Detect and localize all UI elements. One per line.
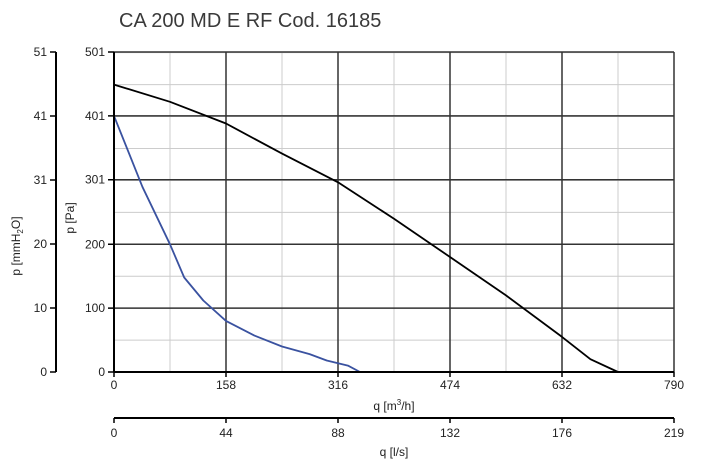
y-primary-tick-label: 200 bbox=[85, 237, 105, 251]
x-secondary-tick-label: 176 bbox=[552, 426, 572, 440]
y-primary-tick-label: 100 bbox=[85, 301, 105, 315]
y-secondary-tick-label: 41 bbox=[34, 109, 48, 123]
y-primary-tick-label: 401 bbox=[85, 109, 105, 123]
x-secondary-tick-label: 219 bbox=[664, 426, 684, 440]
y-primary-tick-label: 501 bbox=[85, 45, 105, 59]
y-secondary-tick-label: 0 bbox=[40, 365, 47, 379]
series-layer bbox=[113, 83, 619, 373]
chart-title: CA 200 MD E RF Cod. 16185 bbox=[119, 10, 381, 32]
x-secondary-axis-label: q [l/s] bbox=[380, 445, 409, 459]
x-secondary-tick-label: 44 bbox=[219, 426, 233, 440]
x-primary-tick-label: 158 bbox=[216, 378, 236, 392]
minor-gridlines bbox=[113, 52, 675, 373]
y-primary-tick-label: 0 bbox=[98, 365, 105, 379]
x-primary-tick-label: 474 bbox=[440, 378, 460, 392]
y-primary-tick-label: 301 bbox=[85, 173, 105, 187]
axes-layer: 0 100 200 301 401 501 0 10 20 31 41 51 0 158 316 474 632… bbox=[34, 45, 685, 440]
y-primary-axis-label: p [Pa] bbox=[63, 202, 77, 233]
x-secondary-tick-label: 88 bbox=[331, 426, 345, 440]
y-secondary-tick-label: 51 bbox=[34, 45, 48, 59]
y-secondary-tick-label: 31 bbox=[34, 173, 48, 187]
x-primary-tick-label: 316 bbox=[328, 378, 348, 392]
x-secondary-tick-label: 132 bbox=[440, 426, 460, 440]
x-primary-axis-label: q [m3/h] bbox=[373, 398, 414, 413]
x-primary-tick-label: 0 bbox=[111, 378, 118, 392]
y-secondary-tick-label: 10 bbox=[34, 301, 48, 315]
x-primary-tick-label: 632 bbox=[552, 378, 572, 392]
x-secondary-tick-label: 0 bbox=[111, 426, 118, 440]
y-secondary-axis-label: p [mmH2O] bbox=[9, 216, 25, 275]
series-line-1 bbox=[113, 83, 619, 373]
series-line-2 bbox=[113, 115, 361, 373]
x-primary-tick-label: 790 bbox=[664, 378, 684, 392]
y-secondary-tick-label: 20 bbox=[34, 237, 48, 251]
